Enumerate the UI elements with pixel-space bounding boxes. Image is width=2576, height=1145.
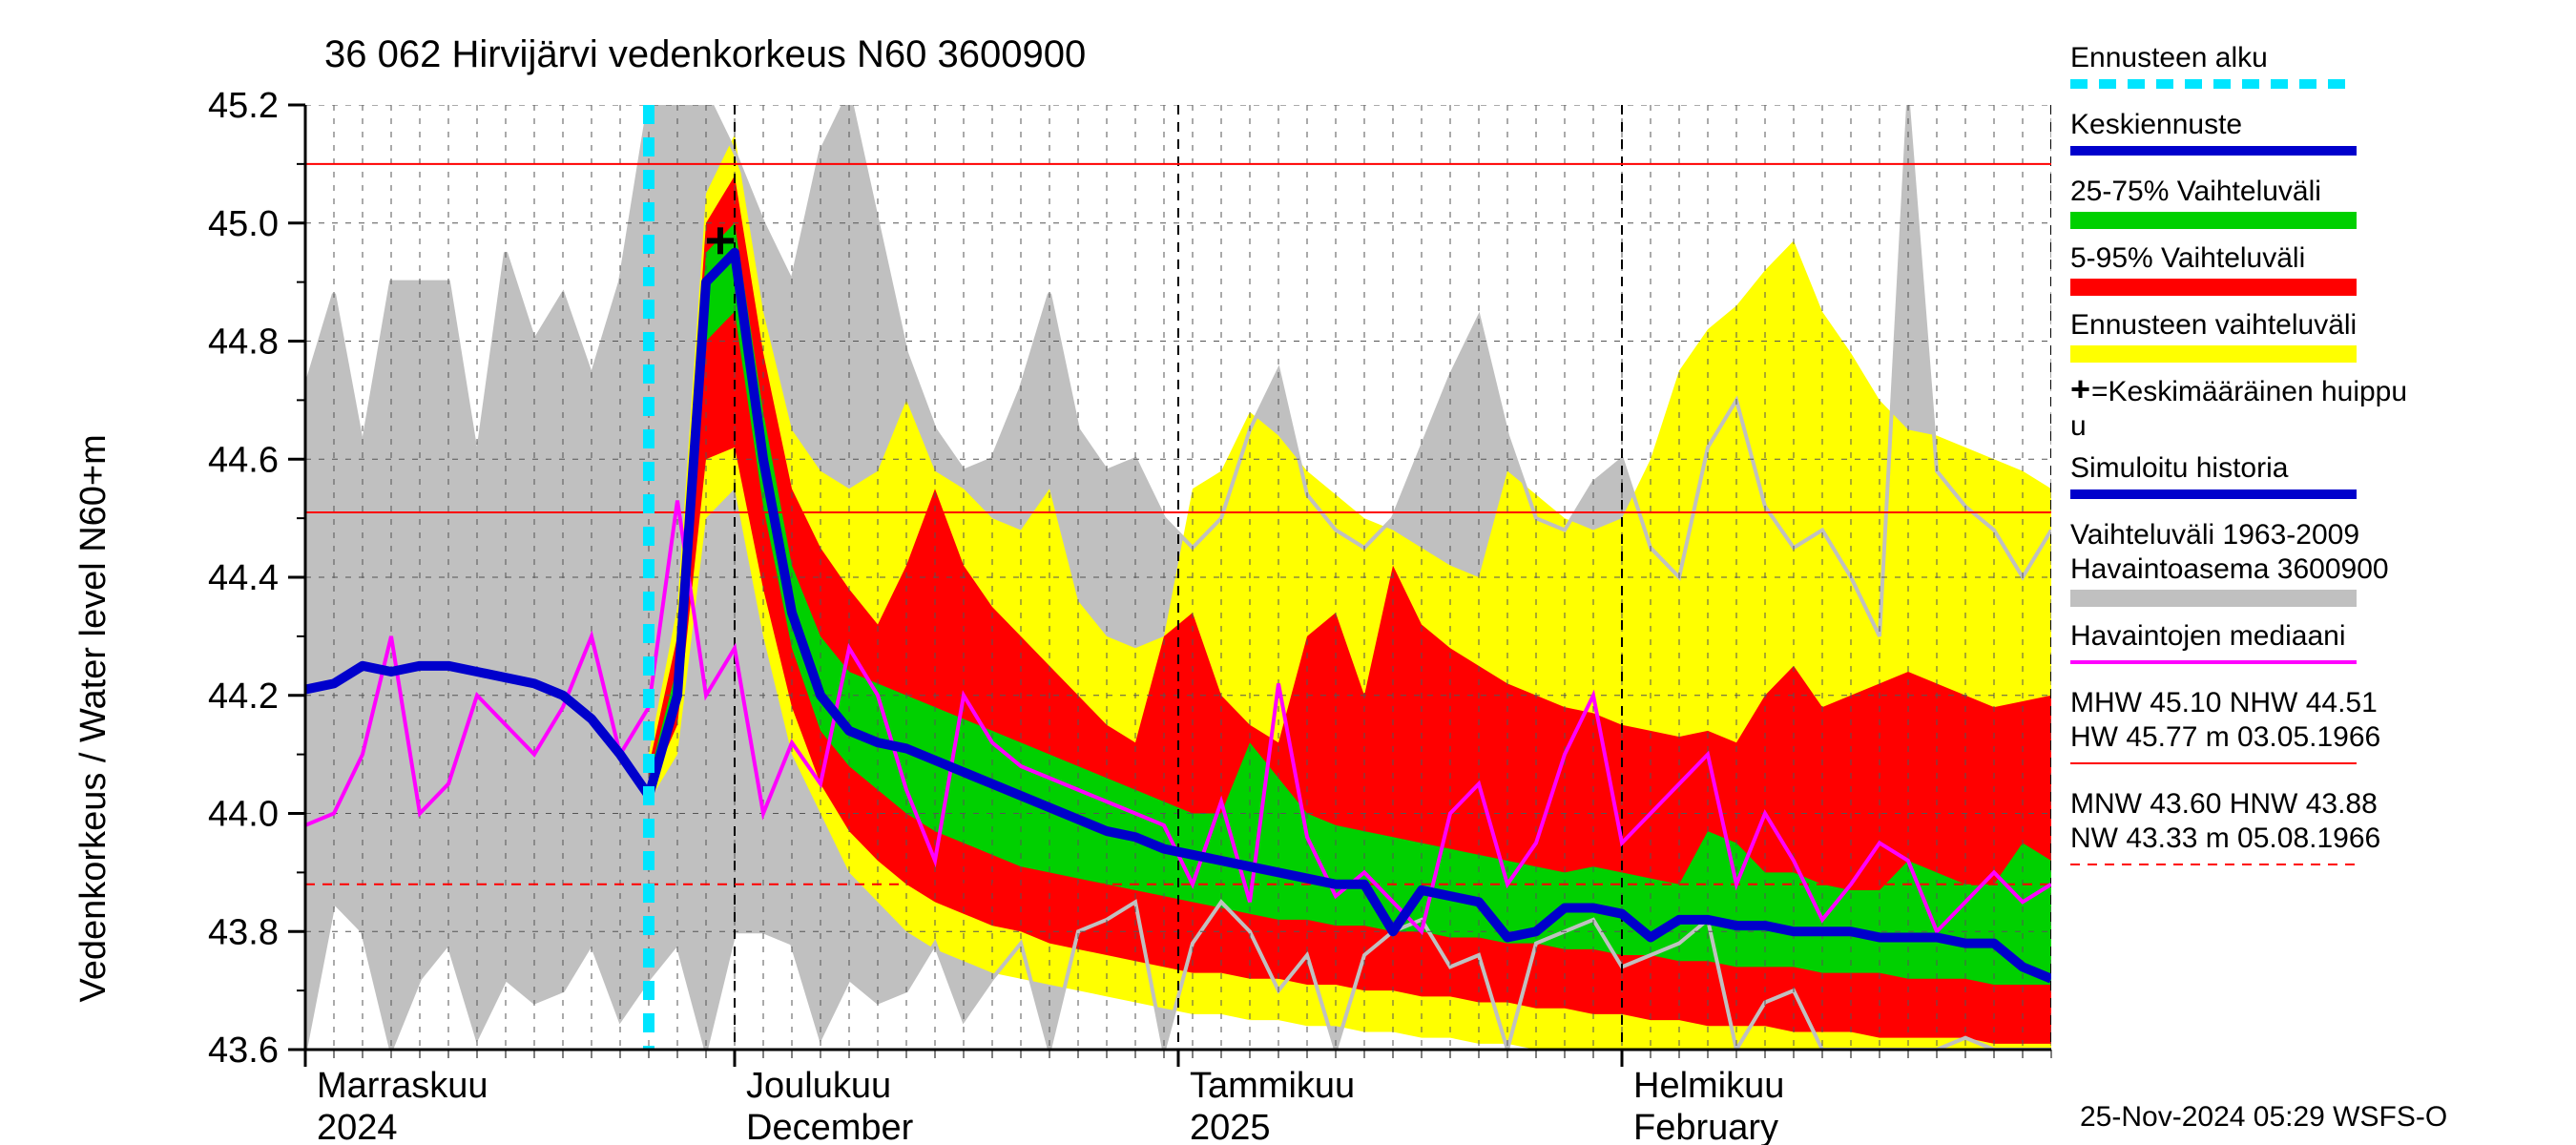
ytick-label: 43.6 <box>208 1030 279 1071</box>
chart-title: 36 062 Hirvijärvi vedenkorkeus N60 36009… <box>324 33 1086 75</box>
x-month-label-top: Marraskuu <box>317 1066 488 1106</box>
legend-swatch <box>2070 279 2357 296</box>
ytick-label: 45.0 <box>208 204 279 244</box>
legend-label: 25-75% Vaihteluväli <box>2070 176 2321 207</box>
legend-label: Havaintojen mediaani <box>2070 620 2346 652</box>
legend-swatch <box>2070 345 2357 363</box>
ytick-label: 44.4 <box>208 558 279 598</box>
legend-label: MHW 45.10 NHW 44.51 <box>2070 687 2378 718</box>
ytick-label: 44.8 <box>208 323 279 363</box>
legend-label-2: NW 43.33 m 05.08.1966 <box>2070 822 2380 854</box>
ytick-label: 44.2 <box>208 677 279 717</box>
legend-label: MNW 43.60 HNW 43.88 <box>2070 788 2378 820</box>
legend-label: =Keskimääräinen huippu <box>2091 376 2407 407</box>
legend-label: Ennusteen vaihteluväli <box>2070 309 2357 341</box>
chart-svg: 43.6 43.8 44.0 44.2 44.4 44.6 44.8 45.0 45.2 Marr… <box>0 0 2576 1145</box>
ytick-label: 44.6 <box>208 440 279 480</box>
legend-label-2: HW 45.77 m 03.05.1966 <box>2070 721 2380 753</box>
legend-label-2: Havaintoasema 3600900 <box>2070 553 2389 585</box>
x-month-label-bottom: December <box>746 1108 914 1145</box>
legend-label: Ennusteen alku <box>2070 42 2268 73</box>
legend-label: Simuloitu historia <box>2070 452 2289 484</box>
water-level-chart: 43.6 43.8 44.0 44.2 44.4 44.6 44.8 45.0 45.2 Marr… <box>0 0 2576 1145</box>
y-axis-label: Vedenkorkeus / Water level N60+m <box>73 434 114 1002</box>
x-month-label-top: Helmikuu <box>1633 1066 1784 1106</box>
x-month-label-bottom: February <box>1633 1108 1778 1145</box>
ytick-label: 43.8 <box>208 912 279 952</box>
legend-label: 5-95% Vaihteluväli <box>2070 242 2305 274</box>
legend-label: Keskiennuste <box>2070 109 2242 140</box>
x-month-label-top: Joulukuu <box>746 1066 891 1106</box>
legend-label: Vaihteluväli 1963-2009 <box>2070 519 2359 551</box>
legend-swatch <box>2070 590 2357 607</box>
x-month-label-top: Tammikuu <box>1190 1066 1355 1106</box>
legend-swatch <box>2070 212 2357 229</box>
x-month-label-bottom: 2025 <box>1190 1108 1271 1145</box>
x-month-label-bottom: 2024 <box>317 1108 398 1145</box>
ytick-label: 44.0 <box>208 795 279 835</box>
legend-label-wrap: u <box>2070 410 2087 442</box>
legend-plus-symbol: + <box>2070 369 2090 408</box>
ytick-label: 45.2 <box>208 86 279 126</box>
chart-footer: 25-Nov-2024 05:29 WSFS-O <box>2080 1101 2447 1133</box>
